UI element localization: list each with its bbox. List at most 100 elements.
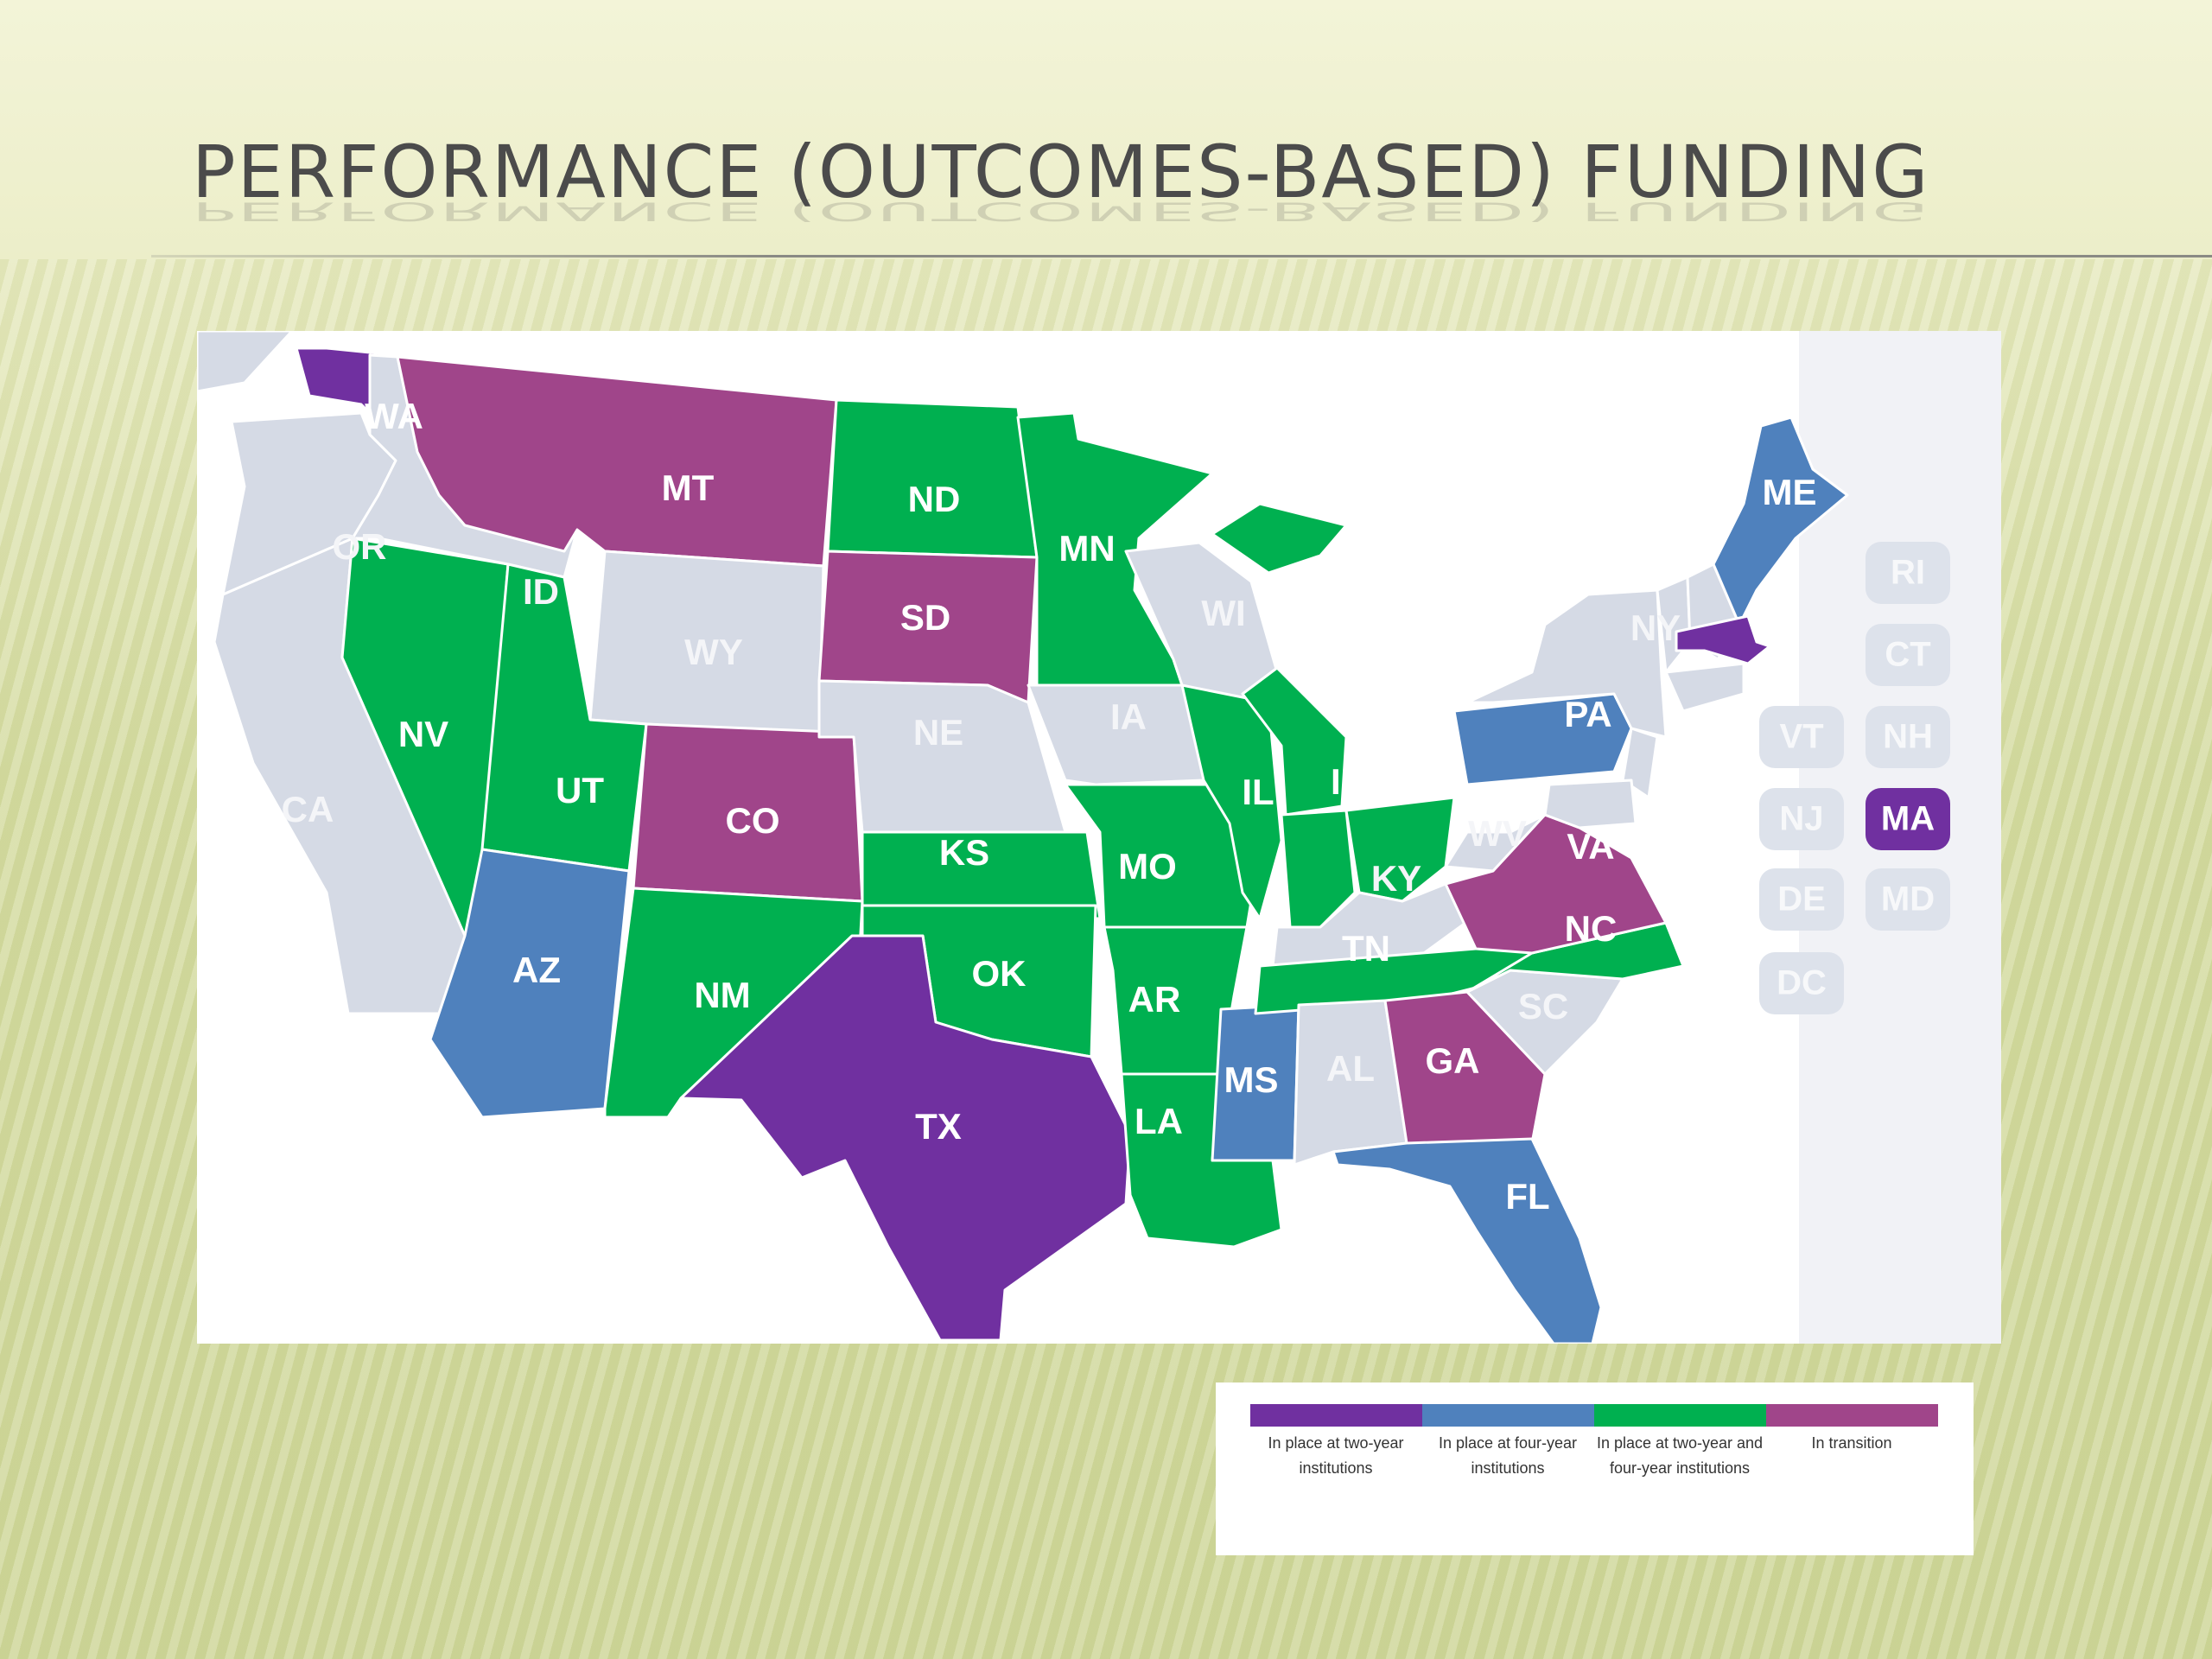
state-label-wi: WI [1201, 593, 1245, 633]
small-state-button-md[interactable]: MD [1866, 868, 1950, 931]
small-state-button-bg [1866, 624, 1950, 686]
state-shape-mdde[interactable] [1543, 779, 1637, 830]
slide-title: PERFORMANCE (OUTCOMES-BASED) FUNDING [192, 130, 1930, 214]
state-label-ok: OK [972, 953, 1027, 994]
state-label-pa: PA [1564, 694, 1611, 734]
state-shape-ny[interactable] [1465, 588, 1668, 739]
state-label-sd: SD [900, 597, 950, 638]
map-legend: In place at two-year institutions In plac… [1216, 1382, 1974, 1555]
state-label-nv: NV [398, 714, 448, 754]
state-shape-va[interactable] [1444, 813, 1668, 955]
small-state-button-bg [1866, 706, 1950, 768]
state-label-ar: AR [1128, 979, 1181, 1020]
state-shape-mt[interactable] [396, 355, 838, 568]
state-shape-ctri[interactable] [1664, 662, 1745, 713]
small-state-button-label: RI [1891, 554, 1925, 592]
state-label-tx: TX [915, 1106, 962, 1147]
small-state-button-label: MD [1881, 880, 1935, 918]
state-label-ga: GA [1426, 1040, 1480, 1081]
state-shape-miu[interactable] [1211, 502, 1348, 575]
state-label-az: AZ [512, 950, 561, 990]
small-state-button-bg [1866, 788, 1950, 850]
legend-swatch-transition [1766, 1404, 1938, 1427]
state-label-nd: ND [908, 479, 961, 519]
small-state-button-ma[interactable]: MA [1866, 788, 1950, 850]
state-label-wa: WA [365, 396, 423, 436]
legend-label-two-and-four-year: In place at two-year and four-year insti… [1596, 1434, 1764, 1477]
small-state-button-label: DE [1777, 880, 1826, 918]
us-map-panel: WA OR CA NV ID MT WY UT AZ CO NM ND SD NE KS OK TX MN IA MO… [197, 331, 2001, 1344]
legend-label-transition: In transition [1811, 1434, 1892, 1452]
state-label-co: CO [726, 800, 780, 841]
state-label-ia: IA [1110, 696, 1147, 737]
state-label-mi: MI [1346, 622, 1387, 663]
small-state-button-bg [1866, 542, 1950, 604]
state-label-or: OR [333, 526, 387, 567]
state-label-nm: NM [694, 975, 750, 1015]
state-label-wy: WY [684, 632, 743, 672]
state-label-ne: NE [913, 712, 963, 753]
state-shape-me[interactable] [1712, 416, 1849, 626]
legend-swatch-two-and-four-year [1594, 1404, 1766, 1427]
small-state-button-nj[interactable]: NJ [1759, 788, 1844, 850]
title-divider [151, 255, 2212, 257]
state-label-oh: OH [1404, 746, 1459, 786]
small-state-button-bg [1759, 706, 1844, 768]
state-shape-ks[interactable] [861, 830, 1102, 920]
state-shape-mn[interactable] [1016, 411, 1214, 687]
state-label-il: IL [1242, 772, 1274, 812]
state-shape-wv[interactable] [1444, 813, 1547, 873]
small-state-button-bg [1759, 952, 1844, 1014]
us-map: WA OR CA NV ID MT WY UT AZ CO NM ND SD NE KS OK TX MN IA MO… [197, 331, 1950, 1344]
state-shape-ga[interactable] [1383, 990, 1547, 1145]
state-label-ca: CA [282, 789, 334, 830]
state-shape-fl[interactable] [1332, 1137, 1603, 1344]
state-label-mn: MN [1058, 528, 1115, 569]
small-state-button-label: CT [1885, 636, 1930, 674]
state-label-tn: TN [1342, 928, 1390, 969]
small-state-button-ct[interactable]: CT [1866, 624, 1950, 686]
legend-swatch-four-year [1422, 1404, 1594, 1427]
small-state-button-dc[interactable]: DC [1759, 952, 1844, 1014]
state-label-la: LA [1135, 1101, 1183, 1141]
state-label-fl: FL [1505, 1176, 1549, 1217]
small-state-button-label: NH [1883, 718, 1933, 756]
state-shape-tx[interactable] [679, 934, 1132, 1342]
state-label-va: VA [1567, 826, 1614, 867]
state-label-nc: NC [1565, 908, 1618, 949]
state-label-mt: MT [662, 467, 715, 508]
small-state-button-vt[interactable]: VT [1759, 706, 1844, 768]
state-shape-ma[interactable] [1675, 614, 1771, 665]
state-shape-ak-corner[interactable] [197, 331, 294, 393]
small-state-button-label: VT [1779, 718, 1823, 756]
state-label-ms: MS [1224, 1059, 1279, 1100]
small-state-button-label: NJ [1779, 800, 1823, 838]
state-label-wv: WV [1468, 813, 1527, 854]
small-state-button-nh[interactable]: NH [1866, 706, 1950, 768]
state-shape-oh[interactable] [1344, 796, 1456, 903]
small-state-button-bg [1866, 868, 1950, 931]
legend-label-four-year: In place at four-year institutions [1438, 1434, 1578, 1477]
small-state-button-de[interactable]: DE [1759, 868, 1844, 931]
state-label-ks: KS [939, 832, 989, 873]
state-label-me: ME [1763, 472, 1817, 512]
state-label-id: ID [523, 571, 559, 612]
small-state-button-label: MA [1881, 800, 1935, 838]
legend-label-two-year: In place at two-year institutions [1268, 1434, 1404, 1477]
state-label-in: IN [1331, 761, 1367, 802]
state-label-al: AL [1326, 1048, 1375, 1089]
small-state-button-bg [1759, 868, 1844, 931]
small-state-button-label: DC [1777, 964, 1827, 1002]
state-label-mo: MO [1118, 846, 1177, 887]
state-shape-mi[interactable] [1241, 666, 1348, 817]
legend-swatch-two-year [1250, 1404, 1422, 1427]
state-label-sc: SC [1518, 986, 1568, 1027]
small-state-button-ri[interactable]: RI [1866, 542, 1950, 604]
state-label-ut: UT [556, 770, 604, 810]
small-state-button-bg [1759, 788, 1844, 850]
state-shape-in[interactable] [1280, 809, 1357, 929]
state-label-ny: NY [1630, 607, 1681, 648]
state-shape-az[interactable] [429, 848, 631, 1119]
state-label-ky: KY [1371, 858, 1421, 899]
title-band [0, 0, 2212, 259]
